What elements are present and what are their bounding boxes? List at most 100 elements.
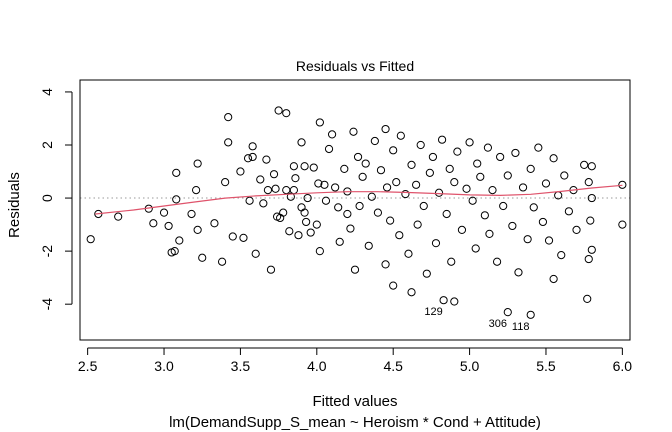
residual-point <box>239 233 248 242</box>
residual-point <box>457 225 467 234</box>
residual-point <box>300 162 309 171</box>
residual-point <box>321 196 331 205</box>
residual-point <box>422 269 431 278</box>
residual-point <box>450 297 459 306</box>
residual-point <box>511 148 520 158</box>
residual-point <box>172 168 181 177</box>
residual-point <box>425 168 434 177</box>
x-tick-label: 6.0 <box>613 358 633 374</box>
residual-point <box>587 162 596 171</box>
x-tick-label: 4.5 <box>383 358 403 374</box>
chart-title: Residuals vs Fitted <box>296 58 414 74</box>
residual-point <box>210 219 219 228</box>
residual-point <box>584 178 593 187</box>
residual-point <box>297 203 306 212</box>
residual-point <box>541 179 551 188</box>
residual-point <box>401 189 410 199</box>
residual-point <box>518 183 528 192</box>
residual-point <box>514 268 523 277</box>
residual-point <box>364 241 373 250</box>
outlier-label: 129 <box>424 306 442 318</box>
y-tick-label: 2 <box>39 141 55 149</box>
residual-point <box>534 143 543 152</box>
residual-point <box>503 308 512 317</box>
residual-point <box>314 179 323 188</box>
residual-point <box>172 195 181 204</box>
residual-point <box>306 228 315 237</box>
residual-point <box>149 219 158 228</box>
residual-point <box>480 211 489 220</box>
residual-point <box>523 235 532 244</box>
outlier-label: 118 <box>512 321 530 333</box>
residual-point <box>340 164 349 173</box>
residual-point <box>453 147 462 156</box>
residual-point <box>327 130 337 139</box>
x-axis-label: Fitted values <box>312 393 397 410</box>
residual-point <box>367 192 376 201</box>
residual-point <box>557 251 566 260</box>
residual-point <box>416 140 425 150</box>
residual-point <box>114 212 123 221</box>
residual-point <box>266 265 276 274</box>
residual-point <box>488 186 497 195</box>
residual-point <box>256 175 265 184</box>
residual-point <box>549 154 558 163</box>
x-tick-label: 3.0 <box>154 358 174 374</box>
residual-point <box>529 203 538 212</box>
residual-point <box>586 216 595 225</box>
residual-point <box>445 164 454 173</box>
residual-point <box>302 217 311 227</box>
residual-point <box>289 162 298 171</box>
residual-point <box>269 170 279 179</box>
x-tick-label: 2.5 <box>78 358 98 374</box>
residual-point <box>549 274 558 284</box>
y-tick-label: 4 <box>39 88 55 96</box>
residual-point <box>192 186 201 195</box>
residual-point <box>353 152 363 162</box>
residual-point <box>471 244 480 253</box>
residual-point <box>580 160 589 169</box>
residual-point <box>503 171 512 180</box>
y-tick-label: 0 <box>39 194 55 202</box>
x-tick-label: 5.5 <box>536 358 556 374</box>
residual-point <box>297 138 306 147</box>
residual-point <box>346 224 355 233</box>
residual-point <box>248 152 257 162</box>
residual-point <box>431 239 441 248</box>
residual-point <box>294 231 303 240</box>
residual-point <box>355 201 364 211</box>
residual-point <box>331 183 340 192</box>
residual-point <box>483 143 493 152</box>
residual-point <box>312 220 321 229</box>
residual-point <box>473 159 482 168</box>
residual-point <box>198 253 207 262</box>
residual-point <box>468 196 477 205</box>
residual-point <box>175 236 184 245</box>
residual-point <box>392 178 401 187</box>
residual-point <box>544 236 554 245</box>
residual-point <box>382 183 392 192</box>
residual-point <box>386 216 395 225</box>
residual-point <box>587 193 596 203</box>
residual-point <box>86 235 95 244</box>
residual-point <box>94 209 103 219</box>
residual-point <box>381 124 390 134</box>
residual-point <box>373 208 383 217</box>
residual-point <box>303 193 312 203</box>
residual-point <box>419 201 428 211</box>
residual-point <box>335 237 344 246</box>
residual-point <box>407 288 416 297</box>
residual-point <box>395 231 404 240</box>
residual-point <box>159 208 169 217</box>
residual-point <box>508 221 517 231</box>
residual-point <box>315 247 324 256</box>
residual-point <box>349 127 358 136</box>
residual-point <box>282 186 291 195</box>
axes: 2.5 3.0 3.5 4.0 4.5 5.0 5.5 6.0 -4 -2 0 2 4 <box>39 79 633 374</box>
x-tick-label: 3.5 <box>231 358 251 374</box>
residual-point <box>389 146 398 155</box>
residual-point <box>381 260 390 269</box>
residual-point <box>496 152 505 162</box>
residual-point <box>170 247 179 256</box>
